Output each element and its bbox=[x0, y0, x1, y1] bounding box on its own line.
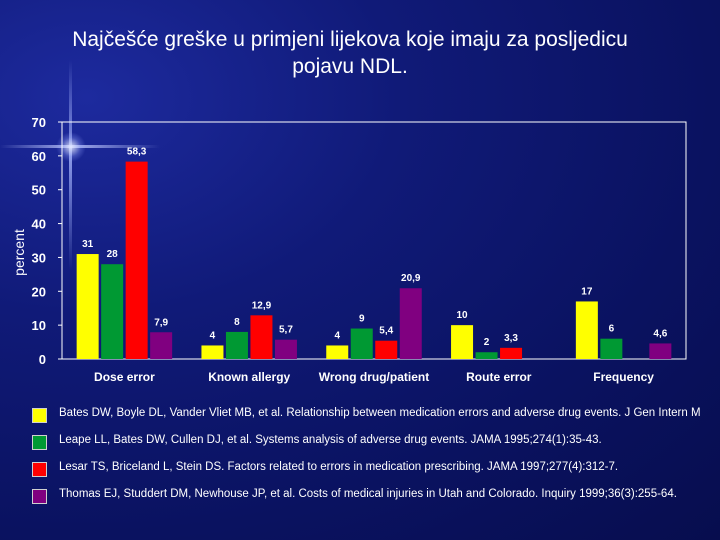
data-label: 17 bbox=[581, 286, 593, 297]
bar bbox=[475, 352, 498, 359]
y-tick-label: 30 bbox=[32, 250, 46, 265]
data-label: 3,3 bbox=[504, 333, 518, 344]
data-label: 4,6 bbox=[653, 328, 667, 339]
slide-title: Najčešće greške u primjeni lijekova koje… bbox=[72, 28, 628, 78]
data-label: 58,3 bbox=[127, 147, 147, 158]
legend-reference-3: Lesar TS, Briceland L, Stein DS. Factors… bbox=[59, 461, 619, 473]
data-label: 8 bbox=[234, 317, 240, 328]
data-label: 5,4 bbox=[379, 326, 393, 337]
legend-item-4: Thomas EJ, Studdert DM, Newhouse JP, et … bbox=[32, 486, 720, 506]
lens-flare-glow bbox=[56, 132, 86, 162]
data-label: 7,9 bbox=[154, 317, 168, 328]
bar bbox=[274, 339, 297, 359]
legend-reference-2: Leape LL, Bates DW, Cullen DJ, et al. Sy… bbox=[59, 434, 602, 446]
data-label: 20,9 bbox=[401, 273, 421, 284]
legend-reference-4: Thomas EJ, Studdert DM, Newhouse JP, et … bbox=[59, 488, 677, 500]
legend-reference-1: Bates DW, Boyle DL, Vander Vliet MB, et … bbox=[59, 407, 701, 419]
bar bbox=[350, 328, 373, 359]
bar bbox=[600, 338, 623, 359]
x-category-label: Route error bbox=[466, 370, 532, 384]
legend-swatch-2 bbox=[32, 435, 47, 450]
data-label: 6 bbox=[609, 324, 615, 335]
y-tick-label: 20 bbox=[32, 284, 46, 299]
y-tick-label: 50 bbox=[32, 183, 46, 198]
x-category-label: Wrong drug/patient bbox=[319, 370, 429, 384]
data-label: 5,7 bbox=[279, 325, 293, 336]
data-label: 9 bbox=[359, 314, 365, 325]
bar bbox=[500, 347, 523, 359]
legend-swatch-4 bbox=[32, 489, 47, 504]
data-label: 12,9 bbox=[252, 300, 272, 311]
y-tick-label: 0 bbox=[39, 352, 46, 367]
data-label: 10 bbox=[456, 310, 468, 321]
lens-flare-vertical bbox=[69, 60, 72, 270]
legend-item-2: Leape LL, Bates DW, Cullen DJ, et al. Sy… bbox=[32, 432, 720, 452]
data-label: 2 bbox=[484, 337, 490, 348]
legend-swatch-3 bbox=[32, 462, 47, 477]
y-tick-label: 10 bbox=[32, 318, 46, 333]
bar bbox=[451, 325, 474, 359]
legend-swatch-1 bbox=[32, 408, 47, 423]
y-tick-label: 40 bbox=[32, 217, 46, 232]
bar bbox=[201, 345, 224, 359]
bar bbox=[250, 315, 273, 359]
x-category-label: Frequency bbox=[593, 370, 654, 384]
plot-frame bbox=[61, 121, 687, 360]
y-tick-label: 60 bbox=[32, 149, 46, 164]
bar bbox=[76, 254, 99, 359]
data-label: 4 bbox=[210, 330, 216, 341]
legend-item-3: Lesar TS, Briceland L, Stein DS. Factors… bbox=[32, 459, 720, 479]
data-label: 31 bbox=[82, 239, 94, 250]
bar bbox=[101, 264, 124, 359]
bar bbox=[399, 288, 422, 359]
y-axis-label: percent bbox=[11, 229, 27, 276]
x-category-label: Dose error bbox=[94, 370, 155, 384]
bar bbox=[375, 340, 398, 359]
bar bbox=[326, 345, 349, 359]
bar bbox=[575, 301, 598, 359]
y-tick-label: 70 bbox=[32, 115, 46, 130]
x-category-label: Known allergy bbox=[208, 370, 290, 384]
bar bbox=[150, 332, 173, 359]
legend-item-1: Bates DW, Boyle DL, Vander Vliet MB, et … bbox=[32, 405, 720, 425]
data-label: 28 bbox=[107, 249, 119, 260]
bar bbox=[125, 161, 148, 359]
bar bbox=[649, 343, 672, 359]
data-label: 4 bbox=[334, 330, 340, 341]
bar bbox=[225, 331, 248, 359]
